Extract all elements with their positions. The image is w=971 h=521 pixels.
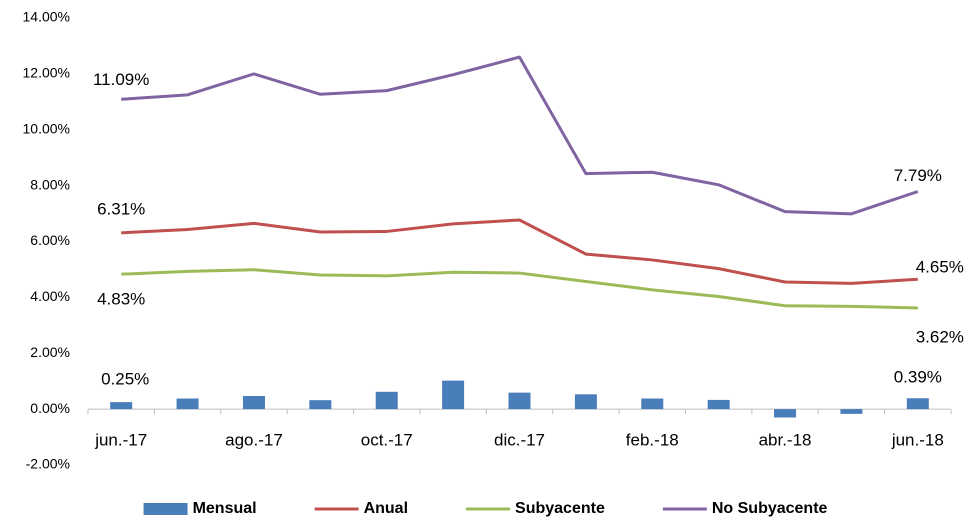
data-label: 3.62% — [916, 327, 964, 346]
y-tick-label: 14.00% — [23, 9, 70, 25]
x-tick-label: feb.-18 — [626, 430, 679, 449]
y-tick-label: 0.00% — [30, 400, 70, 416]
bar — [442, 380, 465, 410]
legend-label: Mensual — [193, 500, 257, 517]
bar — [375, 391, 398, 410]
legend-item: No Subyacente — [662, 500, 828, 517]
data-label: 4.83% — [97, 290, 145, 309]
line — [121, 55, 919, 216]
x-tick-label: dic.-17 — [494, 430, 545, 449]
x-tick-label: ago.-17 — [225, 430, 283, 449]
data-label: 11.09% — [93, 70, 149, 89]
bar — [707, 399, 730, 410]
legend-item: Mensual — [143, 500, 257, 517]
data-label: 6.31% — [97, 199, 145, 218]
bar — [574, 394, 597, 410]
bar — [840, 409, 863, 414]
legend-item: Anual — [314, 500, 408, 517]
bar — [110, 402, 133, 410]
y-tick-label: 2.00% — [30, 344, 70, 360]
legend-label: Anual — [364, 500, 408, 517]
data-label: 7.79% — [894, 166, 942, 185]
legend-item: Subyacente — [466, 500, 605, 517]
bar — [906, 398, 929, 410]
y-tick-label: 6.00% — [30, 232, 70, 248]
x-tick-label: jun.-18 — [891, 430, 944, 449]
bar — [508, 392, 531, 410]
data-label: 4.65% — [916, 258, 964, 277]
x-tick-label: abr.-18 — [759, 430, 812, 449]
line — [121, 268, 918, 310]
bar — [176, 398, 199, 410]
y-tick-label: 10.00% — [23, 120, 70, 136]
bar — [774, 409, 797, 418]
y-tick-label: 12.00% — [23, 65, 70, 81]
legend-label: No Subyacente — [712, 500, 828, 517]
bar — [309, 400, 332, 410]
y-tick-label: -2.00% — [26, 456, 70, 472]
line — [121, 218, 918, 285]
y-tick-label: 8.00% — [30, 176, 70, 192]
x-tick-label: oct.-17 — [361, 430, 413, 449]
legend-label: Subyacente — [515, 500, 605, 517]
x-tick-label: jun.-17 — [94, 430, 147, 449]
data-label: 0.39% — [894, 368, 942, 387]
bar — [641, 398, 664, 410]
y-tick-label: 4.00% — [30, 288, 70, 304]
data-label: 0.25% — [101, 370, 149, 389]
bar — [242, 395, 265, 410]
legend-swatch — [143, 503, 188, 515]
